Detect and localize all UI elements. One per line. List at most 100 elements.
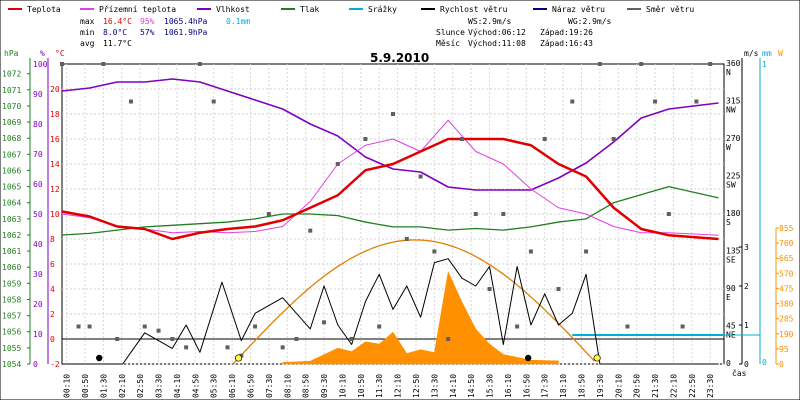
wind-direction-mark xyxy=(639,62,644,66)
temp-tick-label: -2 xyxy=(50,360,60,369)
wind-direction-mark xyxy=(128,99,133,104)
wind-direction-mark xyxy=(391,112,395,116)
legend-label-4: Srážky xyxy=(368,5,397,14)
temp-tick-label: 14 xyxy=(50,160,60,169)
wind-direction-mark xyxy=(239,353,244,358)
plot-area xyxy=(60,62,760,365)
percent-tick-label: 80 xyxy=(33,120,43,129)
time-label: 02:10 xyxy=(118,374,127,398)
rain-tick-label: 0 xyxy=(762,358,767,367)
wind-direction-mark xyxy=(404,237,409,241)
pressure-tick-label: 1066 xyxy=(2,166,21,175)
wind-direction-mark xyxy=(653,99,658,104)
stat-min-press: 1061.9hPa xyxy=(164,28,208,37)
sunset-marker-icon xyxy=(593,354,601,362)
dir-tick-deg: 180 xyxy=(726,209,741,218)
temp-tick-label: 16 xyxy=(50,135,60,144)
wind-direction-mark xyxy=(253,324,258,329)
solar-tick-label: 190 xyxy=(779,330,794,339)
wind-speed-info: WS:2.9m/s xyxy=(468,17,512,26)
time-label: 06:10 xyxy=(228,374,237,398)
ground-temperature-line xyxy=(61,119,719,236)
time-label: 01:30 xyxy=(99,374,108,398)
stat-max-label: max xyxy=(80,17,95,26)
wind-direction-mark xyxy=(308,228,313,233)
time-label: 10:10 xyxy=(338,374,347,398)
time-label: 17:30 xyxy=(541,374,550,398)
pressure-tick-label: 1069 xyxy=(2,118,21,127)
time-label: 08:10 xyxy=(283,374,292,398)
pressure-tick-label: 1055 xyxy=(2,344,21,353)
pressure-tick-label: 1070 xyxy=(2,102,21,111)
wind-direction-mark xyxy=(335,162,340,166)
wind-direction-mark xyxy=(76,324,81,329)
time-label: 06:50 xyxy=(246,374,255,398)
dir-tick-label: SW xyxy=(726,181,736,190)
wind-direction-mark xyxy=(487,287,492,291)
percent-tick-label: 0 xyxy=(33,360,38,369)
time-label: 15:30 xyxy=(486,374,495,398)
pressure-tick-label: 1054 xyxy=(2,360,21,369)
percent-tick-label: 40 xyxy=(33,240,43,249)
pressure-tick-label: 1067 xyxy=(2,150,21,159)
time-label: 08:50 xyxy=(302,374,311,398)
wind-direction-mark xyxy=(363,137,368,141)
percent-tick-label: 50 xyxy=(33,210,43,219)
wind-direction-mark xyxy=(225,345,230,350)
time-label: 16:50 xyxy=(522,374,531,398)
solar-tick-label: 0 xyxy=(779,360,784,369)
time-label: 03:30 xyxy=(155,374,164,398)
time-label: 05:30 xyxy=(210,374,219,398)
dir-tick-deg: 135 xyxy=(726,247,741,256)
wind-direction-mark xyxy=(418,174,423,179)
pressure-tick-label: 1072 xyxy=(2,70,21,79)
wind-direction-mark xyxy=(377,324,382,329)
moon-marker-icon xyxy=(96,354,103,362)
time-label: 20:50 xyxy=(633,374,642,398)
solar-tick-label: 760 xyxy=(779,239,794,248)
legend-label-7: Směr větru xyxy=(646,5,694,14)
percent-tick-label: 20 xyxy=(33,300,43,309)
time-label: 19:30 xyxy=(596,374,605,398)
time-label: 18:10 xyxy=(559,374,568,398)
legend-label-6: Náraz větru xyxy=(552,5,605,14)
wind-direction-mark xyxy=(542,137,547,141)
legend-label-1: Přízemní teplota xyxy=(99,5,176,14)
wind-direction-mark xyxy=(156,328,161,333)
temp-tick-label: 20 xyxy=(50,85,60,94)
temp-tick-label: 2 xyxy=(50,310,55,319)
dir-tick-deg: 315 xyxy=(726,97,741,106)
wind-direction-mark xyxy=(528,249,533,254)
pressure-tick-label: 1071 xyxy=(2,86,21,95)
dir-tick-deg: 90 xyxy=(726,284,736,293)
time-label: 22:10 xyxy=(669,374,678,398)
stat-min-temp: 8.0°C xyxy=(103,28,127,37)
legend-label-3: Tlak xyxy=(300,5,319,14)
percent-tick-label: 70 xyxy=(33,150,43,159)
time-label: 21:30 xyxy=(651,374,660,398)
stat-max-press: 1065.4hPa xyxy=(164,17,208,26)
time-label: 12:50 xyxy=(412,374,421,398)
pressure-tick-label: 1061 xyxy=(2,247,21,256)
time-label: 04:50 xyxy=(191,374,200,398)
wind-direction-mark xyxy=(446,337,451,341)
stat-max-hum: 95% xyxy=(140,17,155,26)
time-label: 11:30 xyxy=(375,374,384,398)
dir-tick-label: S xyxy=(726,218,731,227)
stat-avg-label: avg xyxy=(80,39,95,48)
wind-tick-label: 2 xyxy=(744,282,749,291)
percent-tick-label: 30 xyxy=(33,270,43,279)
pressure-tick-label: 1058 xyxy=(2,295,21,304)
time-label: 04:10 xyxy=(173,374,182,398)
time-label: 00:10 xyxy=(63,374,72,398)
solar-axis-title: W xyxy=(778,49,783,58)
temperature-line xyxy=(61,137,719,241)
wind-gust-info: WG:2.9m/s xyxy=(568,17,612,26)
solar-curve xyxy=(232,239,595,365)
solar-tick-label: 855 xyxy=(779,224,794,233)
wind-tick-label: 1 xyxy=(744,321,749,330)
wind-direction-mark xyxy=(170,337,175,341)
wind-direction-mark xyxy=(708,62,713,66)
wind-direction-mark xyxy=(611,137,616,141)
wind-direction-mark xyxy=(322,320,327,325)
